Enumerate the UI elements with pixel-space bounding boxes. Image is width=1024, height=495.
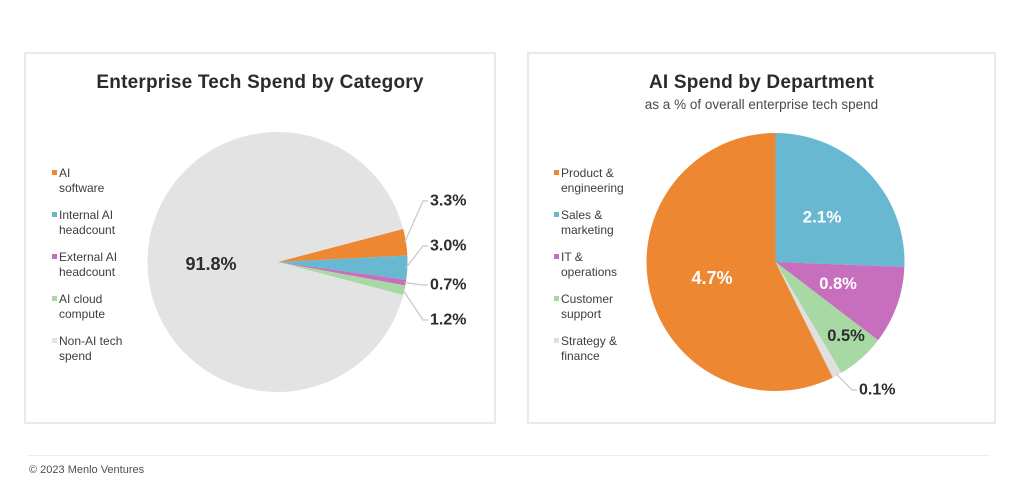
pie-slice-it-operations [775, 262, 905, 341]
legend-swatch [52, 338, 57, 343]
legend-label: Sales & marketing [561, 208, 614, 237]
pie-slice-product-engineering [646, 133, 833, 391]
legend-label: Strategy & finance [561, 334, 618, 363]
chart-subtitle: as a % of overall enterprise tech spend [644, 97, 879, 112]
ai-spend-by-department-card: 2.1% 0.8% 0.5% 0.1% 4.7% AI Spend by Departm… [527, 52, 996, 424]
legend-item-internal-ai-headcount: Internal AI headcount [52, 208, 122, 238]
pie-percentage-label-strategy-finance: 0.1% [859, 382, 895, 399]
legend-item-customer-support: Customer support [554, 292, 624, 322]
legend-swatch [52, 296, 57, 301]
legend-swatch [52, 212, 57, 217]
legend-swatch [554, 296, 559, 301]
chart-legend: AI software Internal AI headcount External… [52, 166, 122, 364]
legend-label: Internal AI headcount [59, 208, 116, 237]
enterprise-tech-spend-pie-chart: 3.3% 3.0% 0.7% 1.2% 91.8% [147, 132, 466, 392]
legend-item-ai-cloud-compute: AI cloud compute [52, 292, 122, 322]
legend-label: IT & operations [561, 250, 618, 279]
legend-item-ai-software: AI software [52, 166, 122, 196]
pie-percentage-label-sales-marketing: 2.1% [803, 208, 842, 227]
legend-label: Product & engineering [561, 166, 624, 195]
leader-line-ai-cloud-compute [402, 289, 428, 321]
pie-slice-strategy-finance [775, 262, 842, 378]
legend-swatch [554, 254, 559, 259]
legend-item-non-ai-tech-spend: Non-AI tech spend [52, 334, 122, 364]
legend-item-product-engineering: Product & engineering [554, 166, 624, 196]
leader-line-internal-ai-headcount [405, 245, 428, 269]
pie-slice-external-ai-headcount [277, 262, 407, 286]
legend-item-sales-marketing: Sales & marketing [554, 208, 624, 238]
leader-line-ai-software [404, 200, 428, 243]
pie-slice-non-ai-tech-spend [147, 132, 404, 392]
legend-swatch [554, 212, 559, 217]
legend-label: External AI headcount [59, 250, 118, 279]
legend-item-strategy-finance: Strategy & finance [554, 334, 624, 364]
copyright-text: © 2023 Menlo Ventures [29, 464, 145, 476]
legend-item-external-ai-headcount: External AI headcount [52, 250, 122, 280]
chart-title: AI Spend by Department [648, 72, 875, 93]
chart-title: Enterprise Tech Spend by Category [96, 72, 424, 93]
legend-swatch [554, 338, 559, 343]
legend-label: AI cloud compute [59, 292, 106, 321]
pie-slice-ai-cloud-compute [277, 262, 406, 296]
pie-slice-customer-support [775, 262, 879, 373]
legend-label: Non-AI tech spend [59, 334, 123, 363]
legend-item-it-operations: IT & operations [554, 250, 624, 280]
legend-swatch [554, 170, 559, 175]
legend-label: AI software [59, 166, 105, 195]
footer-divider [28, 455, 990, 456]
leader-line-strategy-finance [836, 373, 857, 391]
pie-slice-ai-software [277, 228, 408, 262]
pie-percentage-label-customer-support: 0.5% [827, 327, 865, 345]
pie-percentage-label-non-ai-tech-spend: 91.8% [185, 254, 236, 274]
legend-label: Customer support [561, 292, 614, 321]
legend-swatch [52, 254, 57, 259]
pie-percentage-label-internal-ai-headcount: 3.0% [430, 238, 466, 255]
pie-percentage-label-it-operations: 0.8% [819, 275, 857, 293]
ai-spend-by-department-pie-chart: 2.1% 0.8% 0.5% 0.1% 4.7% [646, 133, 905, 399]
legend-swatch [52, 170, 57, 175]
pie-percentage-label-external-ai-headcount: 0.7% [430, 277, 466, 294]
pie-slice-sales-marketing [775, 133, 905, 267]
enterprise-tech-spend-card: 3.3% 3.0% 0.7% 1.2% 91.8% Enterprise Tech Sp… [24, 52, 496, 424]
chart-legend: Product & engineering Sales & marketing IT… [554, 166, 624, 364]
pie-percentage-label-ai-software: 3.3% [430, 193, 466, 210]
pie-percentage-label-ai-cloud-compute: 1.2% [430, 312, 466, 329]
leader-line-external-ai-headcount [404, 281, 428, 286]
pie-percentage-label-product-engineering: 4.7% [691, 268, 732, 288]
pie-slice-internal-ai-headcount [277, 255, 408, 280]
